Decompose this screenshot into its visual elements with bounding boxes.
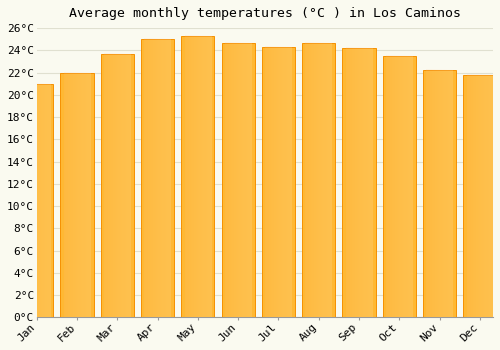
Bar	[383, 56, 416, 317]
Bar	[302, 43, 335, 317]
Bar	[342, 48, 376, 317]
Title: Average monthly temperatures (°C ) in Los Caminos: Average monthly temperatures (°C ) in Lo…	[69, 7, 461, 20]
Bar	[141, 39, 174, 317]
Bar	[182, 36, 214, 317]
Bar	[262, 47, 295, 317]
Bar	[20, 84, 53, 317]
Bar	[222, 43, 254, 317]
Bar	[60, 72, 94, 317]
Bar	[423, 70, 456, 317]
Bar	[101, 54, 134, 317]
Bar	[464, 75, 496, 317]
